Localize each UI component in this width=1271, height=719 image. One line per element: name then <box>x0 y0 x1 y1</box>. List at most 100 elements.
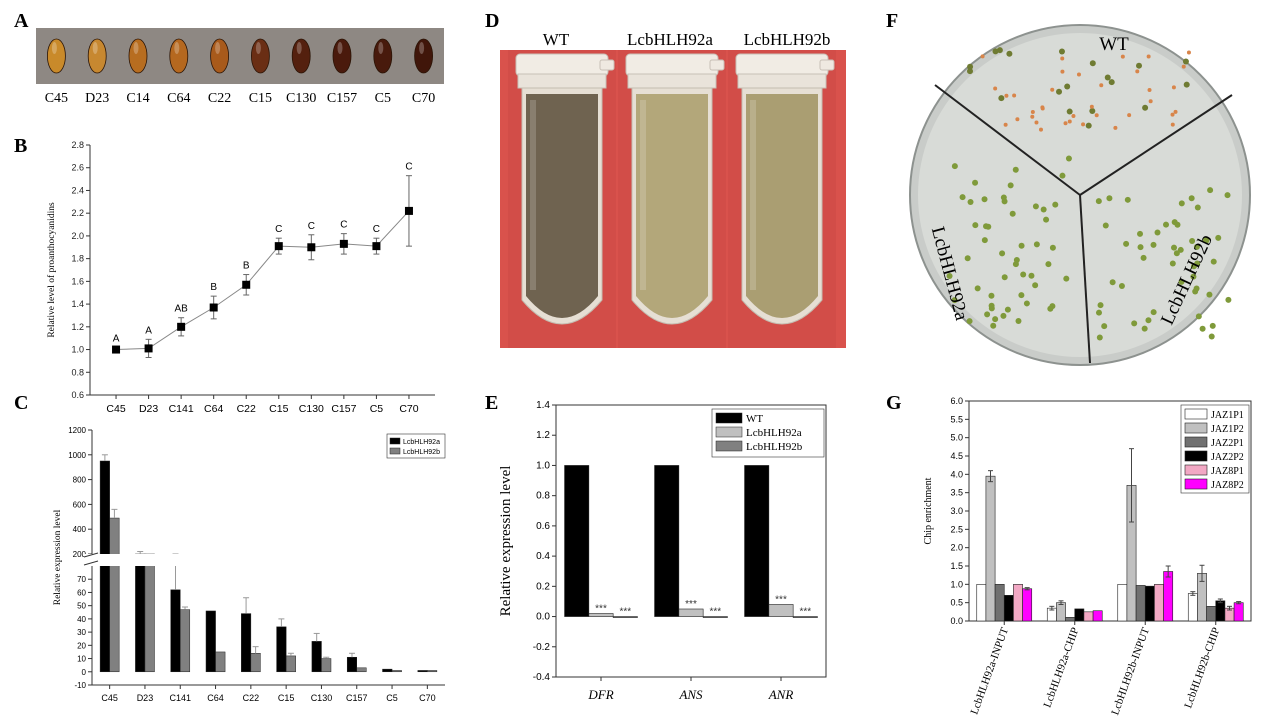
x-tick-label: C15 <box>269 403 288 415</box>
y-tick-label: 1.6 <box>71 276 84 286</box>
legend-label: JAZ8P1 <box>1211 466 1244 477</box>
chart-g-chip-enrichment: 0.0 0.5 1.0 1.5 2.0 2.5 3.0 3.5 4.0 4.5 5.0 5.5 6.0 C… <box>923 396 1252 717</box>
seedling <box>1047 305 1054 312</box>
seedling <box>1186 50 1191 55</box>
seed-highlight <box>51 42 57 54</box>
seedling <box>1145 317 1152 324</box>
panel-letter-c: C <box>14 392 29 414</box>
seedling <box>1004 93 1009 98</box>
chart-c-expression: -10 0 10 20 30 40 50 60 70 200 400 600 800 1000 1200 Re… <box>53 426 447 703</box>
bar-lcbhlh92a <box>276 626 287 673</box>
y-tick-label: 3.5 <box>950 488 963 498</box>
seed-label-c64: C64 <box>167 91 191 106</box>
seedling <box>967 199 974 206</box>
seedling <box>1003 122 1008 127</box>
y-tick-label: 5.0 <box>950 433 963 443</box>
seedling <box>1000 194 1007 201</box>
legend-label: LcbHLH92a <box>403 439 440 446</box>
seedling <box>1012 93 1017 98</box>
seedling <box>959 194 966 201</box>
seedling <box>1071 113 1076 118</box>
significance-letter: A <box>113 333 120 344</box>
y-tick-label: 0.8 <box>71 367 84 377</box>
x-tick-label: C157 <box>331 403 356 415</box>
seed-highlight <box>419 42 425 54</box>
tube-cap-hinge <box>709 59 725 71</box>
seed-label-c130: C130 <box>286 91 317 106</box>
seedling <box>1203 237 1210 244</box>
x-tick-label: ANS <box>678 687 703 702</box>
y-tick-label: 2.0 <box>71 231 84 241</box>
bar-lcbhlh92b <box>109 517 120 673</box>
x-tick-label: C5 <box>386 693 398 703</box>
seedling <box>1030 114 1035 119</box>
seed-c22 <box>210 38 230 74</box>
bar-lcbhlh92a <box>99 460 110 673</box>
x-tick-label: C141 <box>169 693 191 703</box>
seed-sample-labels: C45 D23 C14 C64 C22 C15 C130 C157 C5 C70 <box>36 91 444 111</box>
seedling <box>1199 325 1206 332</box>
seedling <box>951 163 958 170</box>
data-point <box>209 303 218 312</box>
axis-break-mark <box>83 552 99 558</box>
seedling <box>992 48 999 55</box>
seedling <box>1171 244 1178 251</box>
seedling <box>1193 243 1200 250</box>
seedling <box>1007 182 1014 189</box>
y-tick-label: 50 <box>77 602 86 611</box>
seedling <box>1188 195 1195 202</box>
bar-lcbhlh92a <box>382 668 393 673</box>
tube-highlight <box>750 100 756 290</box>
seedling <box>972 222 979 229</box>
seedling <box>1004 306 1011 313</box>
seed-c14 <box>128 38 148 74</box>
series-line <box>116 210 410 351</box>
seedling <box>1067 119 1072 124</box>
x-tick-label: C70 <box>419 693 436 703</box>
seed-highlight <box>174 42 180 54</box>
y-tick-label: 1.2 <box>71 322 84 332</box>
y-tick-label: 60 <box>77 588 86 597</box>
seedling <box>1032 203 1039 210</box>
x-tick-label: C22 <box>237 403 256 415</box>
seedling <box>1182 58 1189 65</box>
seedling <box>1056 88 1063 95</box>
bar-jaz2p2 <box>1215 600 1226 622</box>
legend-label: WT <box>746 413 763 425</box>
seedling <box>988 305 995 312</box>
seedling <box>1171 85 1176 90</box>
seedling <box>984 311 991 318</box>
x-tick-label: C64 <box>204 403 223 415</box>
panel-letter-d: D <box>485 10 500 32</box>
seedling <box>1183 81 1190 88</box>
x-tick-label: LcbHLH92a-INPUT <box>968 626 1011 716</box>
seedling <box>1194 204 1201 211</box>
y-tick-label: 2.2 <box>71 208 84 218</box>
seedling <box>1094 113 1099 118</box>
x-tick-label: C141 <box>169 403 194 415</box>
x-tick-label: LcbHLH92b-INPUT <box>1109 626 1152 717</box>
seedling <box>998 95 1005 102</box>
legend-swatch <box>1184 422 1208 434</box>
seed-label-c45: C45 <box>44 91 69 106</box>
tube-label-wt: WT <box>542 30 570 49</box>
tube-cap <box>735 53 829 77</box>
y-tick-label: 1.2 <box>536 430 550 441</box>
y-tick-label: 2.4 <box>71 185 84 195</box>
x-tick-label: C130 <box>299 403 324 415</box>
significance-letter: C <box>373 224 380 235</box>
legend-label: LcbHLH92b <box>403 449 440 456</box>
bar-jaz2p2 <box>1003 595 1014 622</box>
seedling <box>990 322 997 329</box>
bar-lcbhlh92a <box>170 589 181 673</box>
seedling <box>1081 122 1086 127</box>
seedling <box>1225 296 1232 303</box>
seedling <box>1060 69 1065 74</box>
y-tick-label: 4.5 <box>950 451 963 461</box>
y-tick-label: 70 <box>77 575 86 584</box>
y-tick-label: 2.5 <box>950 524 963 534</box>
seedling <box>1097 302 1104 309</box>
bar-jaz8p1 <box>1083 611 1094 622</box>
x-tick-label: C22 <box>243 693 260 703</box>
bar-jaz8p2 <box>1092 610 1103 622</box>
